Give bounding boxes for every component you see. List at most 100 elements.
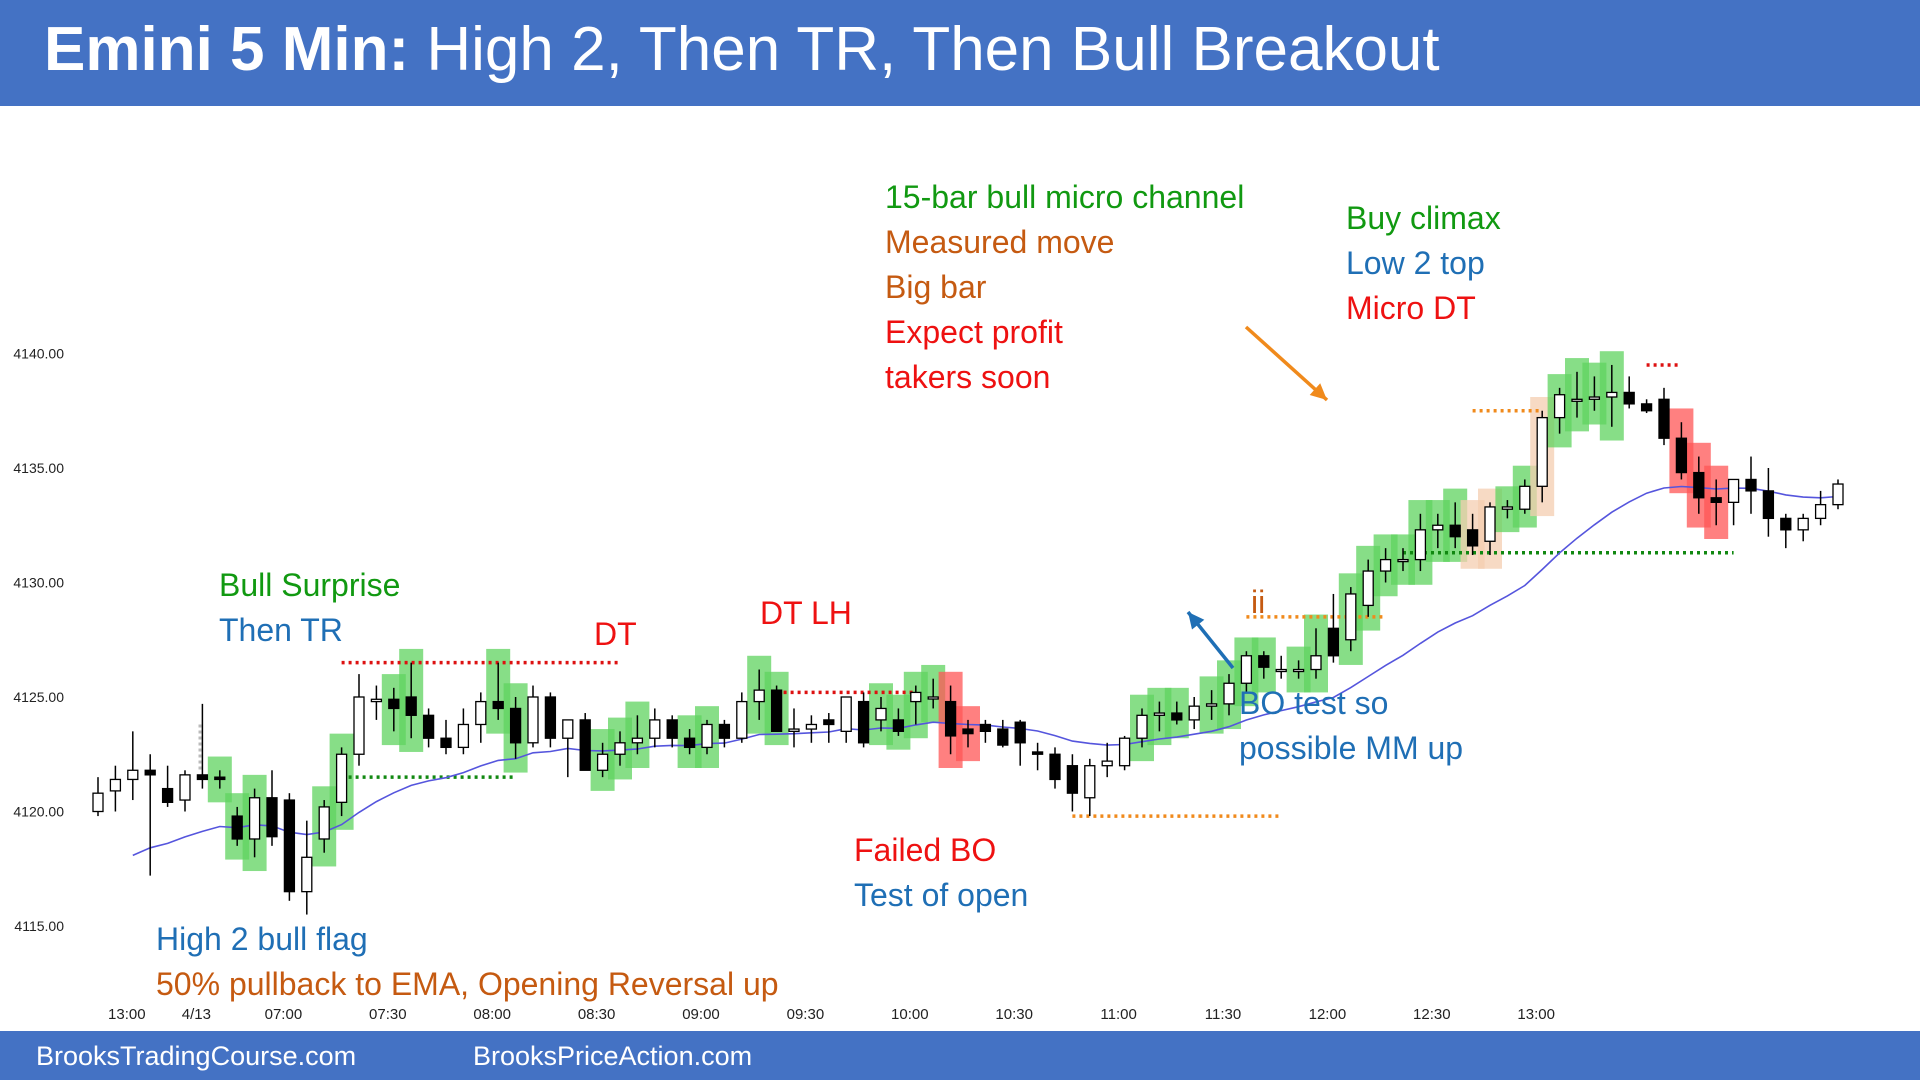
candle-body — [1727, 478, 1740, 504]
axes-layer: 4115.00 4120.00 4125.00 4130.00 4135.00 4140.… — [13, 346, 1555, 1024]
candle-body — [1780, 517, 1792, 531]
annotation-buy-climax: Buy climax Low 2 top Micro DT — [1346, 196, 1501, 331]
candle-body — [1066, 765, 1079, 794]
candle-body — [1240, 655, 1253, 684]
x-tick-label: 13:00 — [108, 1006, 146, 1023]
annotation-line: ii — [1251, 584, 1266, 620]
candle-body — [353, 696, 365, 755]
candle-body — [1188, 705, 1200, 721]
candle-body — [1606, 391, 1618, 398]
candle-body — [649, 719, 661, 739]
annotation-line: DT LH — [760, 595, 852, 631]
candle-body — [579, 719, 591, 771]
annotation-line: Micro DT — [1346, 290, 1476, 326]
candle-body — [492, 700, 504, 710]
candle-body — [179, 774, 191, 801]
orange-arrow-shaft — [1244, 325, 1329, 402]
candle-body — [1118, 737, 1131, 767]
ema-layer — [132, 485, 1839, 857]
candle-body — [927, 696, 939, 700]
candle-body — [509, 707, 522, 744]
candle-body — [1153, 712, 1166, 716]
candle-body — [875, 707, 887, 721]
annotation-line: Big bar — [885, 269, 987, 305]
candle-body — [1519, 485, 1531, 510]
candle-body — [1466, 529, 1479, 547]
annotation-line: 15-bar bull micro channel — [885, 179, 1245, 215]
candle-body — [1362, 570, 1374, 607]
candle-body — [1588, 396, 1601, 400]
y-tick-label: 4125.00 — [13, 689, 64, 705]
candle-body — [1432, 524, 1444, 531]
candle-body — [214, 776, 226, 781]
candle-body — [527, 696, 539, 744]
annotation-dt-lh: DT LH — [760, 591, 852, 636]
bars-layer — [92, 364, 1844, 915]
title-rest: High 2, Then TR, Then Bull Breakout — [426, 15, 1440, 84]
candle-body — [109, 778, 122, 792]
candle-body — [1640, 403, 1653, 412]
candle-body — [161, 787, 174, 803]
level-lines-layer — [198, 363, 1734, 818]
candle-body — [1675, 437, 1688, 474]
annotation-failed-bo: Failed BO Test of open — [854, 828, 1028, 918]
candle-body — [1571, 398, 1583, 402]
candle-body — [370, 698, 383, 703]
candle-body — [1258, 655, 1270, 668]
candle-body — [944, 700, 957, 737]
y-tick-label: 4135.00 — [13, 460, 64, 476]
annotation-ii: ii — [1251, 580, 1265, 625]
x-tick-label: 07:00 — [265, 1006, 303, 1023]
y-tick-label: 4130.00 — [13, 575, 64, 591]
candle-body — [1658, 398, 1670, 439]
annotation-line: Measured move — [885, 224, 1115, 260]
candle-body — [666, 719, 678, 739]
blue-arrow-head — [1188, 612, 1205, 630]
x-tick-label: 12:30 — [1413, 1006, 1451, 1023]
title-bold: Emini 5 Min: — [44, 15, 410, 84]
candle-body — [1049, 753, 1061, 781]
candle-body — [440, 737, 452, 749]
highlight-layer — [207, 351, 1729, 872]
candle-body — [1171, 712, 1183, 721]
candle-body — [248, 797, 261, 840]
candle-body — [823, 719, 835, 726]
annotation-line: takers soon — [885, 359, 1051, 395]
candle-body — [1327, 627, 1340, 657]
candle-body — [1553, 394, 1566, 419]
candle-body — [1223, 682, 1235, 705]
y-tick-label: 4140.00 — [13, 346, 64, 362]
candle-body — [788, 728, 800, 732]
x-tick-label: 09:30 — [787, 1006, 825, 1023]
candle-body — [1136, 714, 1148, 739]
annotation-line: 50% pullback to EMA, Opening Reversal up — [156, 966, 779, 1002]
x-tick-label: 08:00 — [473, 1006, 511, 1023]
annotation-line: possible MM up — [1239, 730, 1464, 766]
candle-body — [1832, 483, 1844, 506]
candle-body — [805, 723, 818, 730]
candle-body — [335, 753, 348, 803]
annotation-line: DT — [594, 616, 637, 652]
candle-body — [92, 792, 104, 813]
ema-line — [132, 485, 1839, 857]
annotation-line: Test of open — [854, 877, 1029, 913]
candle-body — [840, 696, 852, 732]
candle-body — [979, 723, 992, 732]
annotation-line: Expect profit — [885, 314, 1063, 350]
candle-body — [457, 723, 470, 749]
candle-body — [1310, 655, 1322, 671]
annotation-line: Failed BO — [854, 832, 997, 868]
footer-right-text: BrooksPriceAction.com — [473, 1041, 753, 1071]
candle-body — [753, 689, 765, 703]
x-tick-label: 09:00 — [682, 1006, 720, 1023]
candle-body — [196, 774, 209, 781]
candle-body — [1414, 529, 1427, 561]
annotation-high2-bull-flag: High 2 bull flag 50% pullback to EMA, Ope… — [156, 917, 779, 1007]
candle-body — [736, 700, 748, 739]
arrows-layer — [1186, 325, 1329, 670]
candle-body — [1536, 416, 1548, 487]
candle-body — [405, 696, 417, 716]
candle-body — [301, 856, 313, 893]
candle-body — [1379, 558, 1392, 572]
candle-body — [718, 723, 731, 739]
